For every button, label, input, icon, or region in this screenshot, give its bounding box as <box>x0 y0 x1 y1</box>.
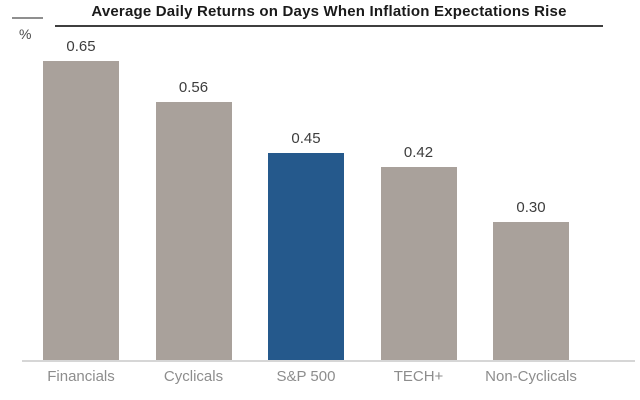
x-axis-label-non-cyclicals: Non-Cyclicals <box>485 368 577 385</box>
bar-value-label: 0.65 <box>66 38 96 55</box>
bar-value-label: 0.45 <box>291 130 321 147</box>
bar-tech <box>380 167 457 360</box>
x-axis-baseline <box>22 360 635 362</box>
bar-financials <box>43 61 119 360</box>
x-axis-label-financials: Financials <box>47 368 115 385</box>
bar-column-s-p-500: 0.45 <box>250 131 362 360</box>
x-axis-label-s-p-500: S&P 500 <box>276 368 336 385</box>
y-axis-unit-label: % <box>19 26 32 42</box>
bar-value-label: 0.30 <box>516 199 546 216</box>
bar-cyclicals <box>155 102 232 360</box>
axis-top-dash <box>12 17 43 19</box>
bar-column-cyclicals: 0.56 <box>138 80 250 360</box>
bar-column-non-cyclicals: 0.30 <box>475 200 587 360</box>
bar-non-cyclicals <box>493 222 569 360</box>
bar-column-financials: 0.65 <box>25 39 137 360</box>
bar-s-p-500 <box>268 153 344 360</box>
x-axis-label-tech: TECH+ <box>393 368 444 385</box>
bar-value-label: 0.56 <box>178 79 209 96</box>
chart-title: Average Daily Returns on Days When Infla… <box>55 3 603 27</box>
bar-column-tech: 0.42 <box>363 145 475 360</box>
bar-value-label: 0.42 <box>403 144 434 161</box>
x-axis-label-cyclicals: Cyclicals <box>163 368 224 385</box>
